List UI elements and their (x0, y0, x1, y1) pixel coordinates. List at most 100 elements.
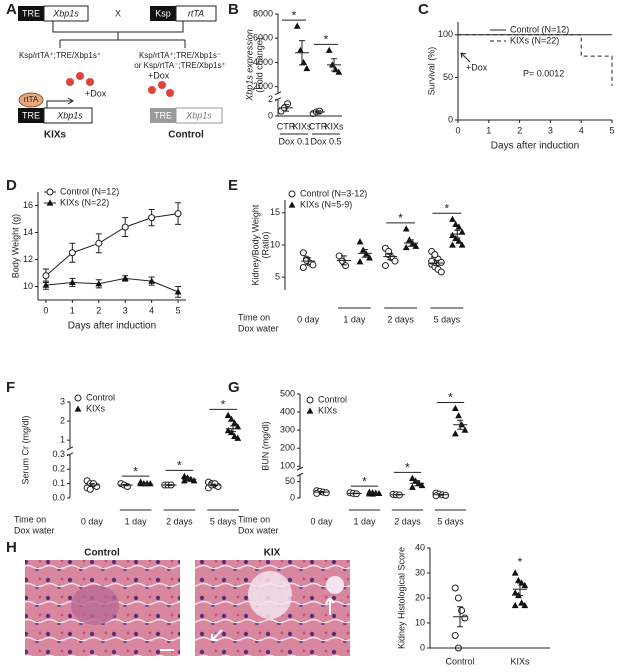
error-bar (122, 483, 129, 487)
point (174, 288, 182, 295)
legend-label: Control (N=12) (60, 186, 119, 196)
y-axis-label: Kidney Histological Score (396, 547, 406, 649)
x-tick-label: 4 (579, 125, 584, 135)
x-axis-label: Time on (238, 312, 270, 322)
legend-marker (306, 396, 314, 404)
x-tick-label: 5 days (210, 516, 237, 526)
legend-marker (74, 394, 82, 402)
gene-label: Xbp1s (56, 110, 83, 120)
x-tick-label: CTR (309, 121, 328, 131)
gene-box (175, 5, 217, 22)
y-tick-label: 6000 (253, 33, 273, 43)
point (431, 251, 439, 259)
gene-label: rtTA (188, 8, 204, 18)
point (437, 258, 445, 266)
point (335, 68, 343, 75)
point (458, 421, 466, 428)
gene-box (175, 107, 223, 124)
y-tick-label: 12 (23, 254, 33, 264)
cross-lines (52, 21, 186, 48)
arrow (211, 629, 223, 641)
activator (18, 92, 44, 108)
series-line (45, 277, 179, 293)
error-bar (186, 477, 193, 482)
offspring-control: Ksp/rtTA⁺;TRE/Xbp1s⁻ (139, 51, 221, 60)
error-bar (437, 493, 444, 496)
micrographs: Control KIX (25, 548, 350, 656)
panel-label: C (418, 1, 429, 18)
legend-marker (46, 188, 54, 196)
annotation: +Dox (466, 62, 488, 72)
y-tick-label: 14 (23, 227, 33, 237)
significance-label: * (405, 461, 410, 475)
point (303, 64, 311, 72)
legend-label: KIXs (N=5-9) (300, 199, 352, 209)
y-axis-label: Kidney/Body Weight (250, 204, 260, 285)
x-tick-label: 0 (455, 125, 460, 135)
point (521, 581, 529, 589)
error-bar (433, 259, 440, 267)
x-axis-label: Time on (238, 514, 270, 524)
error-bar (457, 419, 464, 430)
y-tick-label: 0.2 (52, 464, 65, 474)
point (42, 272, 50, 280)
x-tick-label: 2 days (394, 516, 421, 526)
point (86, 485, 94, 493)
y-tick-label: 50 (443, 72, 453, 82)
error-bar (229, 425, 236, 433)
dox (86, 78, 94, 86)
error-bar (351, 492, 358, 495)
annotation-arrow (460, 52, 471, 63)
point (452, 220, 460, 228)
point (190, 477, 198, 484)
micrograph-title: Control (84, 548, 120, 559)
point (68, 278, 76, 286)
error-bar (361, 249, 368, 258)
point (227, 415, 235, 422)
x-tick-label: 4 (149, 305, 154, 315)
y-tick-label: 100 (280, 461, 295, 471)
x-tick-label: KIXs (324, 121, 344, 131)
y-tick-label: 0.0 (52, 492, 65, 502)
error-bar (457, 606, 463, 628)
point (356, 238, 364, 245)
point (408, 474, 416, 481)
legend-marker (288, 201, 296, 208)
significance-label: * (292, 8, 297, 22)
error-bar (331, 58, 337, 72)
panel-label: F (6, 379, 15, 396)
dox (158, 81, 166, 89)
point (511, 601, 519, 609)
point (451, 632, 459, 639)
x-tick-label: 2 (96, 305, 101, 315)
point (449, 215, 456, 222)
error-bar (142, 482, 149, 485)
y-tick-label: 30 (415, 567, 425, 577)
error-bar (283, 104, 289, 112)
x-tick-label: 0 (43, 305, 48, 315)
legend-marker (74, 405, 82, 412)
point (148, 277, 156, 284)
x-tick-label: 5 (609, 125, 614, 135)
point (451, 584, 459, 592)
point (366, 254, 373, 261)
point (454, 594, 462, 602)
error-bar (315, 110, 321, 114)
error-bar (408, 239, 415, 247)
y-tick-label: 5 (275, 272, 280, 282)
x-tick-label: KIXs (510, 656, 530, 666)
x-tick-label: 0 day (81, 516, 104, 526)
diagram: TRE Xbp1s X Ksp rtTA Ksp/rtTA⁺;TRE/Xbp1s… (18, 5, 226, 141)
legend-label: Control (N=3-12) (300, 188, 367, 198)
x-axis-label: Dox water (238, 323, 279, 333)
y-axis-label: (Ratio) (260, 231, 270, 258)
significance-label: * (324, 32, 329, 46)
gene-box (43, 107, 93, 124)
error-bar (210, 483, 217, 487)
point (42, 281, 50, 288)
point (231, 419, 238, 426)
point (224, 411, 232, 418)
x-tick-label: KIXs (292, 121, 312, 131)
y-axis-label: Serum Cr (mg/dl) (20, 415, 30, 484)
